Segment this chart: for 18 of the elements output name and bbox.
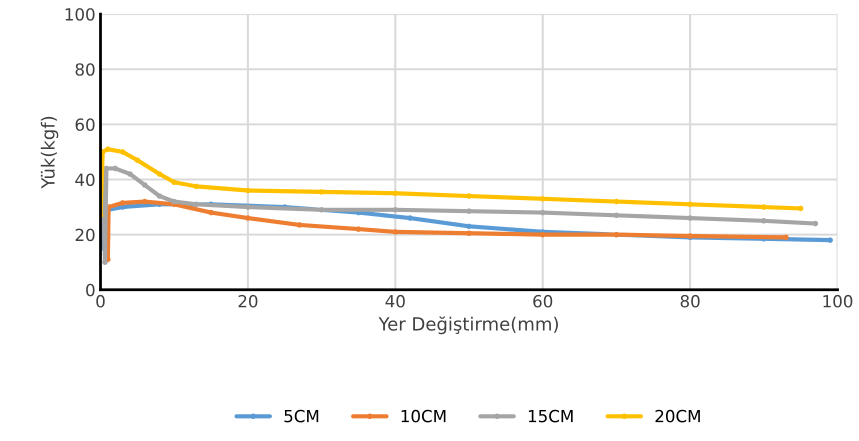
x-tick-label: 20 bbox=[238, 294, 258, 308]
x-tick-label: 60 bbox=[533, 294, 552, 308]
x-tick-label: 100 bbox=[823, 294, 852, 308]
x-axis-title: Yer Değiştirme(mm) bbox=[378, 316, 558, 334]
x-tick-label: 80 bbox=[680, 294, 700, 308]
y-tick-label: 0 bbox=[86, 284, 95, 296]
y-axis-title: Yük(kgf) bbox=[40, 116, 58, 189]
x-tick-label: 0 bbox=[96, 294, 105, 308]
y-tick-label: 20 bbox=[76, 228, 95, 242]
y-tick-label: 100 bbox=[66, 8, 95, 21]
legend-label: 5CM bbox=[284, 410, 318, 422]
y-tick-label: 60 bbox=[76, 118, 95, 131]
legend-label: 20CM bbox=[655, 410, 700, 422]
x-tick-label: 40 bbox=[386, 294, 405, 308]
legend-label: 10CM bbox=[402, 410, 446, 422]
legend-label: 15CM bbox=[528, 410, 573, 422]
y-tick-label: 40 bbox=[75, 173, 95, 186]
y-tick-label: 80 bbox=[76, 63, 95, 76]
